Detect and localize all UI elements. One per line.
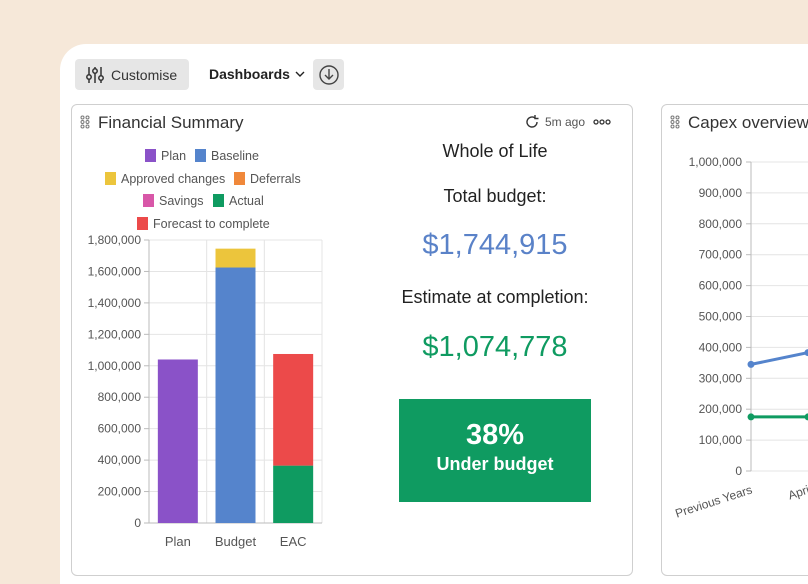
y-tick-label: 400,000 — [699, 340, 743, 354]
estimate-value: $1,074,778 — [380, 331, 610, 364]
data-point — [748, 413, 755, 420]
y-tick-label: 700,000 — [699, 248, 743, 262]
data-point — [805, 413, 808, 420]
y-tick-label: 1,200,000 — [88, 327, 142, 341]
legend-label: Approved changes — [121, 172, 225, 186]
y-tick-label: 500,000 — [699, 310, 743, 324]
legend-swatch — [213, 194, 224, 207]
legend-label: Forecast to complete — [153, 217, 270, 231]
y-tick-label: 0 — [735, 464, 742, 478]
total-budget-label: Total budget: — [395, 186, 595, 207]
legend-label: Actual — [229, 194, 264, 208]
variance-percent: 38% — [399, 419, 591, 452]
y-tick-label: 800,000 — [699, 217, 743, 231]
bar-segment — [216, 268, 256, 523]
refresh-icon[interactable] — [524, 114, 540, 130]
card-title: Capex overview — [688, 113, 808, 133]
download-icon — [318, 64, 340, 86]
legend-swatch — [105, 172, 116, 185]
x-tick-label: Apri — [786, 483, 808, 503]
y-tick-label: 600,000 — [699, 279, 743, 293]
total-budget-value: $1,744,915 — [380, 229, 610, 262]
more-options-icon[interactable] — [593, 118, 611, 126]
bar-segment — [158, 359, 198, 523]
financial-bar-chart: Plan Baseline Approved changes Deferrals Sav… — [72, 140, 372, 560]
estimate-label: Estimate at completion: — [380, 287, 610, 308]
updated-text: 5m ago — [545, 115, 585, 129]
y-tick-label: 1,400,000 — [88, 296, 142, 310]
y-tick-label: 200,000 — [98, 485, 142, 499]
drag-handle-icon[interactable] — [80, 115, 90, 129]
whole-of-life-heading: Whole of Life — [395, 141, 595, 162]
legend-swatch — [137, 217, 148, 230]
y-tick-label: 100,000 — [699, 433, 743, 447]
sliders-icon — [85, 65, 105, 85]
bar-segment — [216, 249, 256, 268]
x-tick-label: Previous Years — [673, 483, 753, 521]
dashboards-menu[interactable]: Dashboards — [209, 66, 306, 82]
y-tick-label: 400,000 — [98, 453, 142, 467]
y-tick-label: 1,600,000 — [88, 264, 142, 278]
x-tick-label: Plan — [165, 534, 191, 549]
y-tick-label: 300,000 — [699, 371, 743, 385]
variance-label: Under budget — [399, 454, 591, 475]
download-button[interactable] — [313, 59, 344, 90]
legend-swatch — [195, 149, 206, 162]
bar-segment — [273, 354, 313, 466]
y-tick-label: 900,000 — [699, 186, 743, 200]
last-updated: 5m ago — [524, 114, 585, 130]
bar-segment — [273, 466, 313, 523]
chevron-down-icon — [294, 69, 306, 79]
y-tick-label: 1,000,000 — [689, 155, 743, 169]
y-tick-label: 200,000 — [699, 402, 743, 416]
dashboards-label: Dashboards — [209, 66, 290, 82]
y-tick-label: 1,800,000 — [88, 233, 142, 247]
legend-label: Plan — [161, 149, 186, 163]
data-point — [748, 361, 755, 368]
legend-label: Baseline — [211, 149, 259, 163]
capex-line-chart: 0 100,000 200,000 300,000 400,000 500,000 600,… — [662, 145, 808, 535]
legend-swatch — [234, 172, 245, 185]
y-tick-label: 1,000,000 — [88, 359, 142, 373]
x-tick-label: EAC — [280, 534, 307, 549]
y-tick-label: 0 — [134, 516, 141, 530]
customise-label: Customise — [111, 67, 177, 83]
series-line — [751, 353, 808, 365]
data-point — [805, 349, 808, 356]
y-tick-label: 800,000 — [98, 390, 142, 404]
variance-badge: 38% Under budget — [399, 399, 591, 502]
customise-button[interactable]: Customise — [75, 59, 189, 90]
legend-swatch — [143, 194, 154, 207]
drag-handle-icon[interactable] — [670, 115, 680, 129]
card-title: Financial Summary — [98, 113, 244, 133]
y-tick-label: 600,000 — [98, 422, 142, 436]
legend-swatch — [145, 149, 156, 162]
legend-label: Savings — [159, 194, 203, 208]
legend-label: Deferrals — [250, 172, 301, 186]
x-tick-label: Budget — [215, 534, 257, 549]
